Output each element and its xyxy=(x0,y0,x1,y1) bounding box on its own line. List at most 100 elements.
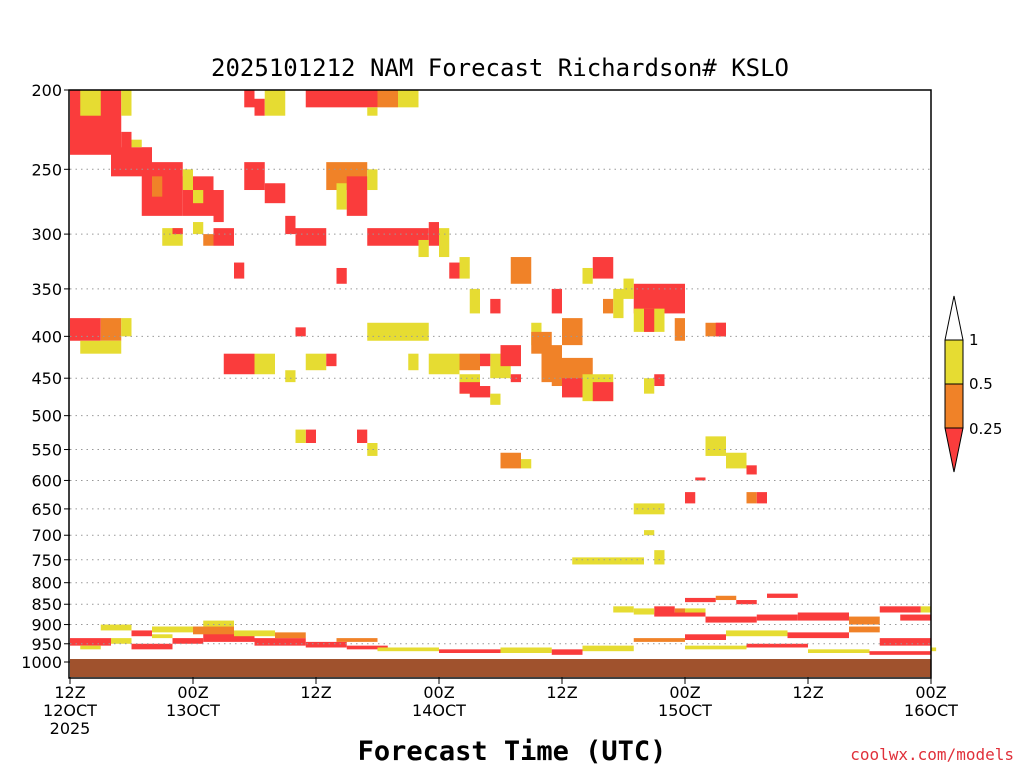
y-tick-label-600: 600 xyxy=(31,471,62,490)
ri-cell-100 xyxy=(695,477,706,481)
ri-cell-20 xyxy=(264,90,275,116)
ri-cell-40 xyxy=(449,262,460,279)
ri-cell-52 xyxy=(398,322,429,341)
ri-cell-137 xyxy=(152,626,193,633)
ri-cell-16 xyxy=(203,234,214,246)
ri-cell-130 xyxy=(203,632,255,642)
x-tick-label-5-1: 00Z xyxy=(669,683,700,702)
ri-cell-96 xyxy=(521,459,532,469)
cells-layer xyxy=(70,90,937,655)
ri-cell-61 xyxy=(459,353,480,371)
ri-cell-102 xyxy=(633,503,665,515)
ri-cell-156 xyxy=(808,649,870,654)
ri-cell-32 xyxy=(336,183,347,210)
ri-cell-91 xyxy=(305,429,316,444)
y-tick-label-350: 350 xyxy=(31,280,62,299)
ri-cell-48 xyxy=(562,318,583,346)
y-tick-label-650: 650 xyxy=(31,500,62,519)
ri-cell-37 xyxy=(439,228,450,258)
ri-cell-98 xyxy=(726,452,747,469)
ri-cell-15 xyxy=(213,228,234,246)
colorbar-bin-orange xyxy=(944,383,964,429)
y-tick-label-300: 300 xyxy=(31,225,62,244)
ri-cell-28 xyxy=(377,90,398,108)
ri-cell-122 xyxy=(715,595,737,601)
ri-cell-24 xyxy=(264,183,286,204)
ri-cell-81 xyxy=(715,322,726,337)
ri-cell-90 xyxy=(644,378,655,394)
y-tick-label-250: 250 xyxy=(31,160,62,179)
ri-cell-132 xyxy=(305,641,347,648)
ri-cell-148 xyxy=(633,638,685,642)
ri-cell-59 xyxy=(285,370,296,383)
ri-cell-136 xyxy=(275,632,306,639)
y-tick-label-500: 500 xyxy=(31,407,62,426)
ri-cell-25 xyxy=(295,228,327,246)
ri-cell-19 xyxy=(254,98,265,116)
ri-cell-1 xyxy=(121,90,132,116)
ri-cell-138 xyxy=(203,620,234,627)
ri-cell-133 xyxy=(346,645,388,650)
ri-cell-34 xyxy=(367,169,378,191)
chart-title: 2025101212 NAM Forecast Richardson# KSLO xyxy=(211,54,789,82)
ri-cell-18 xyxy=(234,262,245,279)
y-tick-label-1000: 1000 xyxy=(21,653,62,672)
ri-cell-95 xyxy=(500,452,521,469)
ri-cell-108 xyxy=(654,606,675,613)
colorbar-bin-yellow xyxy=(944,339,964,385)
colorbar-legend: 1 0.5 0.25 xyxy=(944,295,1002,473)
x-tick-label-7-2: 16OCT xyxy=(904,701,958,720)
ri-cell-11 xyxy=(141,147,152,170)
y-tick-label-200: 200 xyxy=(31,81,62,100)
x-tick-label-2-1: 12Z xyxy=(300,683,331,702)
ri-cell-60 xyxy=(428,353,460,375)
ri-cell-17 xyxy=(193,222,204,235)
x-tick-label-0-3: 2025 xyxy=(50,719,91,738)
y-tick-label-850: 850 xyxy=(31,595,62,614)
ri-cell-115 xyxy=(756,614,798,621)
ri-cell-141 xyxy=(152,634,173,639)
ri-cell-126 xyxy=(111,638,132,644)
ri-cell-55 xyxy=(305,353,327,371)
x-axis-label: Forecast Time (UTC) xyxy=(358,736,667,767)
y-tick-label-750: 750 xyxy=(31,551,62,570)
ri-cell-51 xyxy=(367,322,398,341)
y-tick-label-900: 900 xyxy=(31,616,62,635)
ri-cell-39 xyxy=(336,267,347,284)
ri-cell-155 xyxy=(746,643,808,648)
ri-cell-82 xyxy=(70,318,101,341)
y-tick-label-700: 700 xyxy=(31,526,62,545)
ri-cell-101 xyxy=(685,492,696,504)
ri-cell-124 xyxy=(767,593,798,598)
ri-cell-110 xyxy=(633,608,655,615)
ri-cell-45 xyxy=(551,288,562,314)
ri-cell-66 xyxy=(500,345,521,367)
ri-cell-120 xyxy=(900,614,931,621)
ri-cell-92 xyxy=(295,429,306,444)
x-tick-label-1-2: 13OCT xyxy=(166,701,220,720)
ri-cell-78 xyxy=(644,308,655,332)
ri-cell-58 xyxy=(254,353,275,375)
ri-cell-2 xyxy=(80,90,101,116)
ri-cell-129 xyxy=(172,638,204,644)
ri-cell-114 xyxy=(705,616,757,623)
y-axis-ticks: 200 250 300 350 400 450 500 550 600 650 700 750 800 8… xyxy=(21,81,70,672)
ri-cell-14 xyxy=(172,228,183,235)
ri-cell-99 xyxy=(746,465,757,475)
ri-cell-44 xyxy=(490,298,501,314)
x-tick-label-1-1: 00Z xyxy=(177,683,208,702)
ri-cell-128 xyxy=(131,643,173,650)
ri-cell-89 xyxy=(654,374,665,387)
ri-cell-107 xyxy=(756,492,767,504)
x-tick-label-4-1: 12Z xyxy=(546,683,577,702)
ri-cell-105 xyxy=(654,550,665,565)
ri-cell-46 xyxy=(592,257,614,279)
ri-cell-53 xyxy=(408,353,419,371)
ri-cell-65 xyxy=(480,353,491,367)
ri-cell-9 xyxy=(193,190,204,204)
ri-cell-146 xyxy=(551,649,583,655)
ri-cell-41 xyxy=(459,257,470,279)
ri-cell-3 xyxy=(121,131,132,163)
ri-cell-29 xyxy=(398,90,419,108)
ri-cell-158 xyxy=(931,647,937,652)
